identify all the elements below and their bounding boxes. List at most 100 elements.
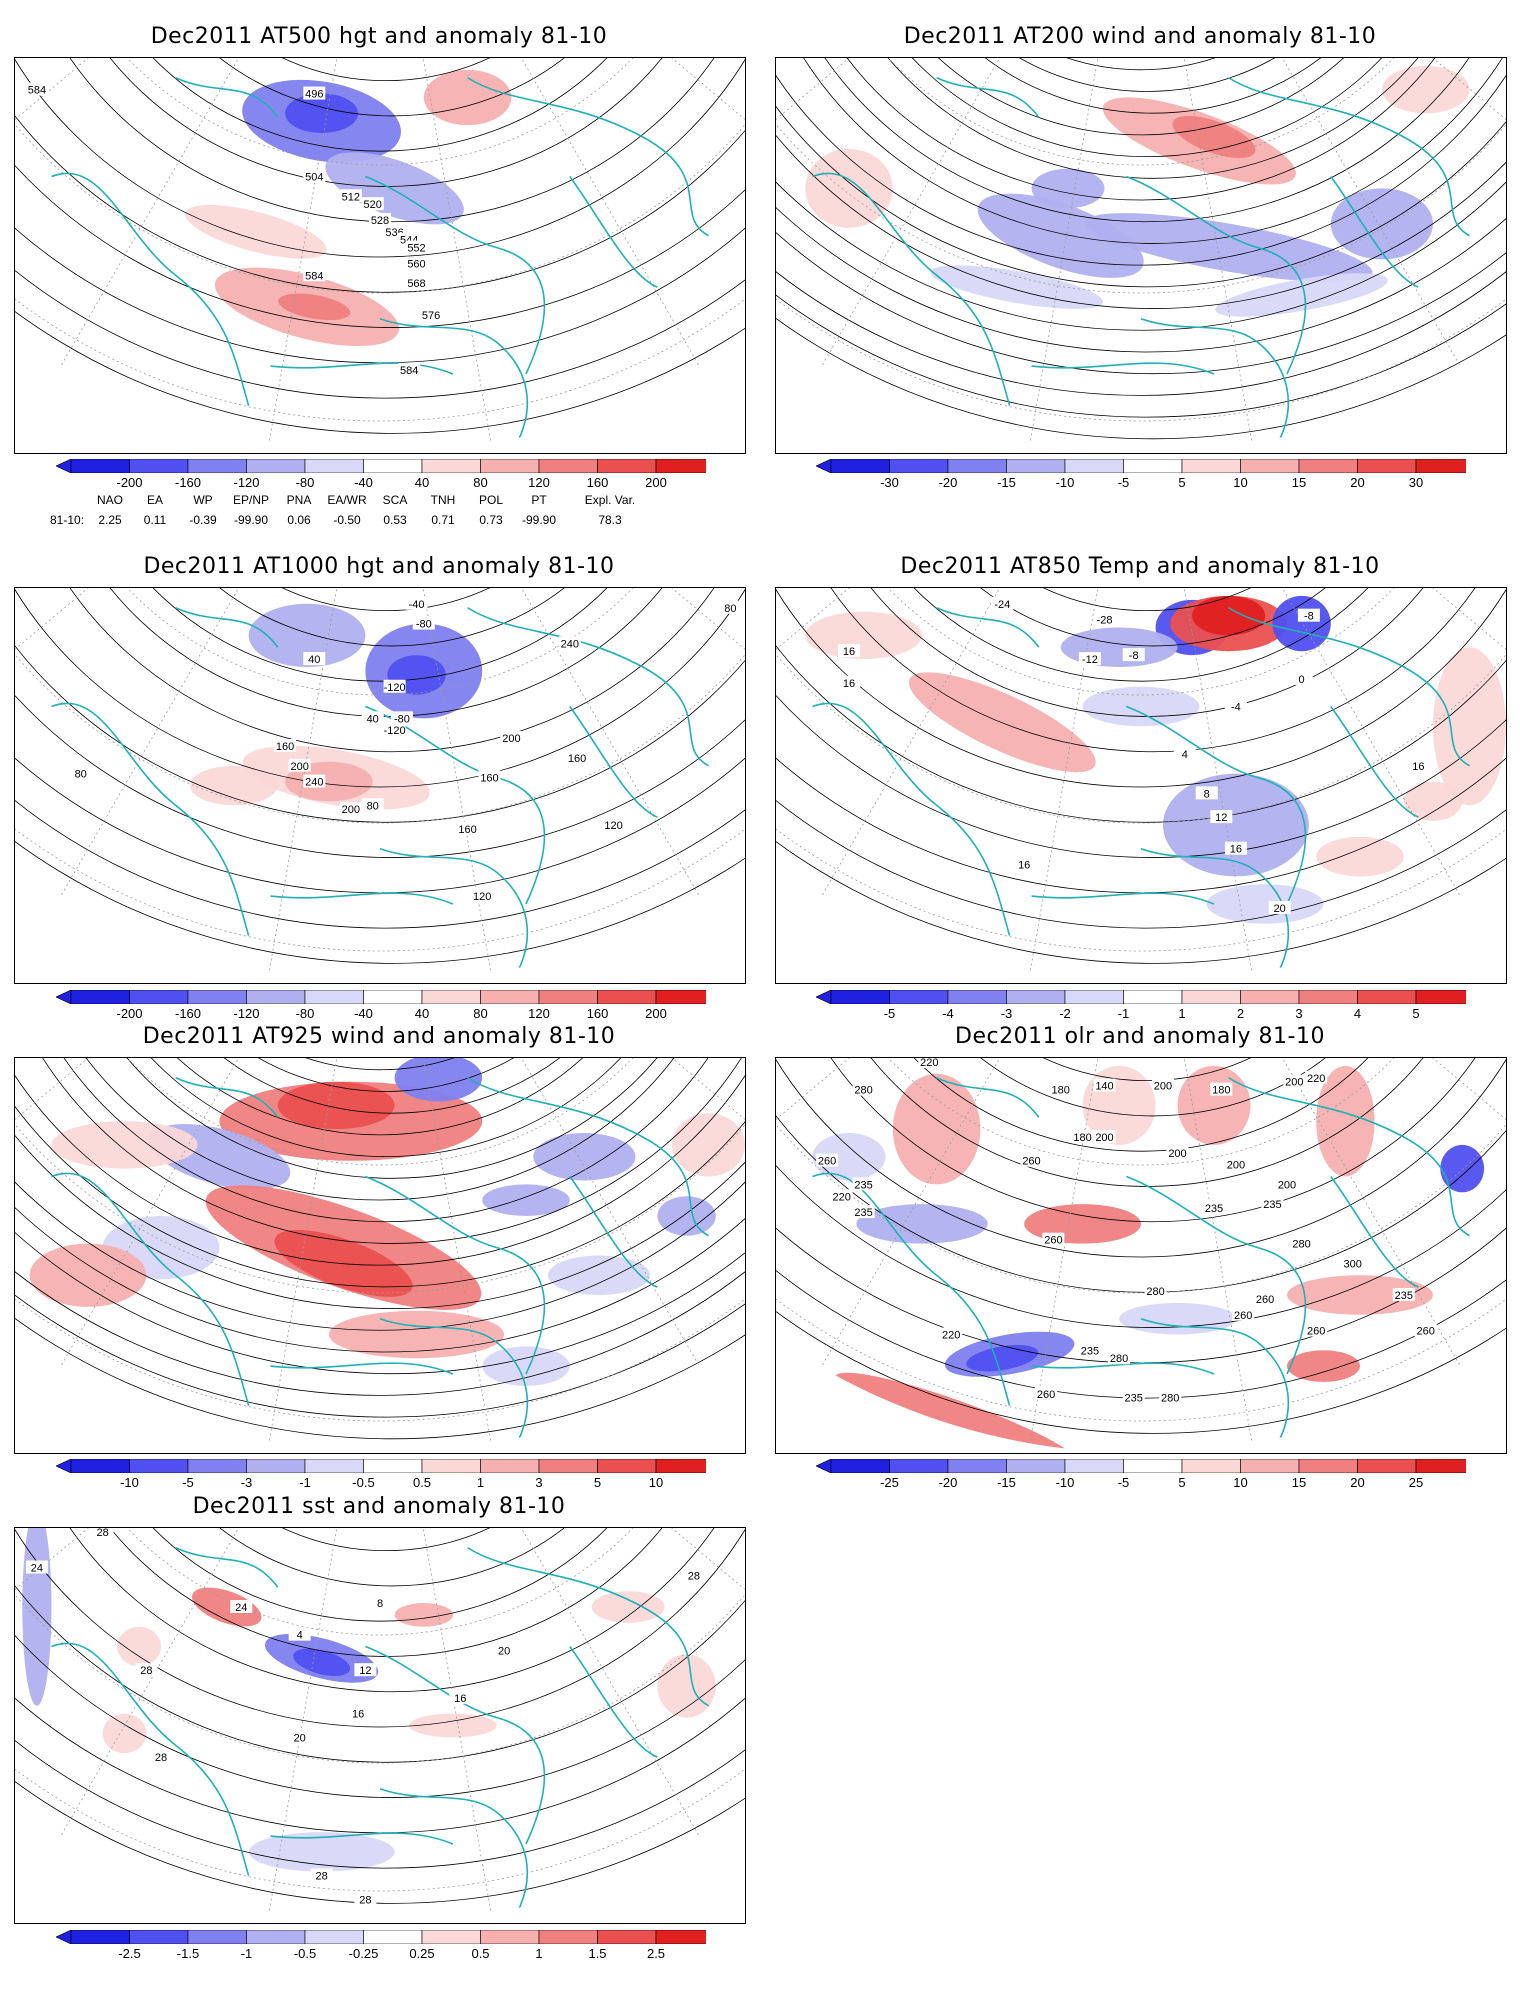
coastline [270,1362,454,1375]
coastline [1140,317,1289,453]
contour-line [776,588,1506,964]
contour-label: -12 [1082,654,1098,666]
coastline [812,1172,1011,1406]
latitude-gridline [15,1528,745,1892]
colorbar-swatch [129,989,189,1005]
colorbar-tick-label: 5 [593,1475,602,1490]
colorbar-swatch [304,989,364,1005]
colorbar-swatch [129,1458,189,1474]
colorbar-swatch [1064,989,1124,1005]
contour-line [122,1528,662,1587]
coastline [936,607,1040,648]
contour-label: 584 [305,270,323,282]
contour-label: 180 [1052,1085,1070,1097]
colorbar-tick-label: 1.5 [588,1946,607,1961]
colorbar-swatch [1123,458,1183,474]
anomaly-shading [1119,1302,1236,1335]
contour-line [833,588,1449,682]
colorbar-tick-label: -10 [1055,1475,1075,1490]
colorbar-swatch [421,1458,481,1474]
contour-label: 260 [818,1156,836,1168]
colorbar-p925: -10 -5 -3 -1 -0.5 0.5 1 3 5 10 [55,1458,731,1491]
map-panel-p500: 5844965045125205285365445525605685765845… [14,57,746,454]
contour-label: 16 [843,646,855,658]
coastline [1031,362,1215,375]
streamline [15,1058,745,1353]
index-name: POL [478,493,504,507]
streamline [15,1058,745,1440]
colorbar-swatch [1064,1458,1124,1474]
colorbar-swatch [187,458,247,474]
contour-label: 560 [407,258,425,270]
anomaly-shading [278,293,351,321]
colorbar-tick-label: 1 [1178,1006,1186,1021]
contour-line [15,588,745,858]
coastline [812,702,1011,936]
anomaly-shading [185,204,327,259]
coastline [1228,607,1470,767]
contour-label: 4 [297,1630,303,1642]
contour-label: -40 [409,599,425,611]
contour-label: 24 [31,1563,43,1575]
coastline [1126,1175,1307,1375]
colorbar-tick-label: 2.5 [646,1946,666,1961]
index-name: EP/NP [232,493,270,507]
anomaly-shading [805,611,922,660]
streamline [15,1058,745,1223]
streamline [72,1058,700,1158]
contour-label: 20 [1274,903,1286,915]
colorbar-tick-label: 120 [528,1006,550,1021]
contour-label: 20 [498,1645,510,1657]
colorbar-swatch [830,458,890,474]
anomaly-shading [328,1310,505,1359]
index-value: 0.73 [479,513,503,527]
colorbar-swatch [889,458,949,474]
colorbar-swatch [70,989,130,1005]
contour-label: 568 [407,278,425,290]
coastline [467,77,709,237]
anomaly-shading [1060,627,1178,667]
anomaly-shading [657,1654,716,1718]
contour-line [15,588,745,753]
colorbar-swatch [889,989,949,1005]
map-panel-p850: 16 16 -24 -28 -12 -8 -8 -4 0 4 8 12 16 20 16 16 [775,587,1507,984]
map-title-polr: Dec2011 olr and anomaly 81-10 [955,1024,1325,1049]
colorbar-tick-label: -20 [938,1475,958,1490]
anomaly-shading [1172,115,1256,159]
contour-label: 280 [1110,1353,1128,1365]
map-panel-p925 [14,1057,746,1454]
colorbar-swatch [70,1458,130,1474]
colorbar-tick-label: 0.5 [471,1946,490,1961]
contour-label: -120 [384,682,406,694]
anomaly-shading [547,1255,651,1295]
contour-line [776,1058,1506,1328]
colorbar-tick-label: -200 [116,1006,143,1021]
colorbar-tick-label: 20 [1350,475,1365,490]
coastline [936,1077,1040,1118]
colorbar-tick-label: -0.5 [293,1946,317,1961]
colorbar-swatch [830,989,890,1005]
contour-line [914,588,1380,612]
contour-label: 260 [1037,1389,1055,1401]
contour-line [15,588,745,823]
colorbar-swatch [1240,989,1300,1005]
coastline [467,1547,709,1707]
contour-label: 24 [235,1602,247,1614]
colorbar-swatch [129,1929,189,1945]
contour-label: 220 [942,1330,960,1342]
index-value: -99.90 [233,513,269,527]
contour-line [122,588,662,647]
contour-label: -28 [1097,615,1113,627]
colorbar-swatch [363,989,423,1005]
contour-label: 260 [1256,1294,1274,1306]
colorbar-swatch [1181,458,1241,474]
streamline [920,58,1362,71]
colorbar-tick-label: -5 [883,1006,896,1021]
contour-line [776,588,1506,753]
colorbar-swatch [480,458,540,474]
colorbar-tick-label: -2.5 [118,1946,141,1961]
streamline [15,1058,745,1418]
coastline [1140,1317,1289,1453]
coastline [270,1832,454,1845]
